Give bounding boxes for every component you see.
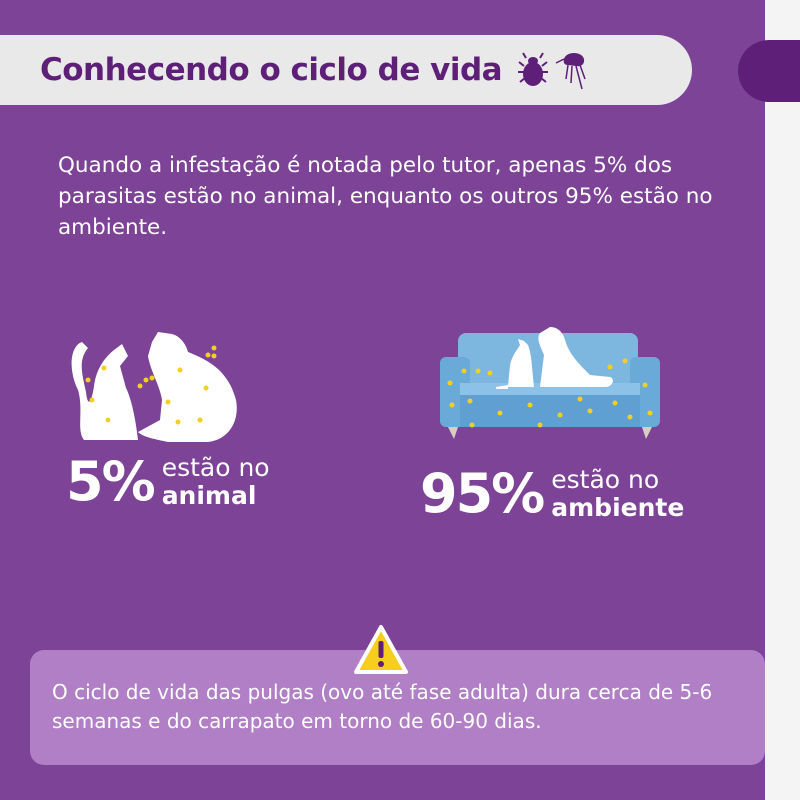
flea-icon bbox=[555, 53, 586, 90]
stat-environment: 95% estão no ambiente bbox=[420, 462, 684, 525]
stat-label-line1: estão no bbox=[161, 452, 270, 482]
note-text: O ciclo de vida das pulgas (ovo até fase… bbox=[52, 680, 713, 733]
sofa-illustration bbox=[440, 327, 660, 439]
stat-label-line1: estão no bbox=[551, 464, 660, 494]
info-note: O ciclo de vida das pulgas (ovo até fase… bbox=[30, 650, 765, 765]
side-panel bbox=[765, 0, 800, 800]
stat-percent: 95% bbox=[420, 462, 545, 525]
side-tab[interactable] bbox=[738, 40, 800, 102]
warning-icon bbox=[354, 625, 408, 674]
stat-animal: 5% estão no animal bbox=[66, 450, 270, 513]
stat-percent: 5% bbox=[66, 450, 156, 513]
stat-label-line2: animal bbox=[161, 480, 257, 510]
pets-illustration bbox=[71, 332, 237, 442]
intro-text: Quando a infestação é notada pelo tutor,… bbox=[58, 153, 713, 240]
title-banner: Conhecendo o ciclo de vida bbox=[0, 35, 692, 105]
stat-label-line2: ambiente bbox=[551, 492, 685, 522]
page-title: Conhecendo o ciclo de vida bbox=[40, 52, 503, 88]
tick-icon bbox=[518, 52, 549, 86]
